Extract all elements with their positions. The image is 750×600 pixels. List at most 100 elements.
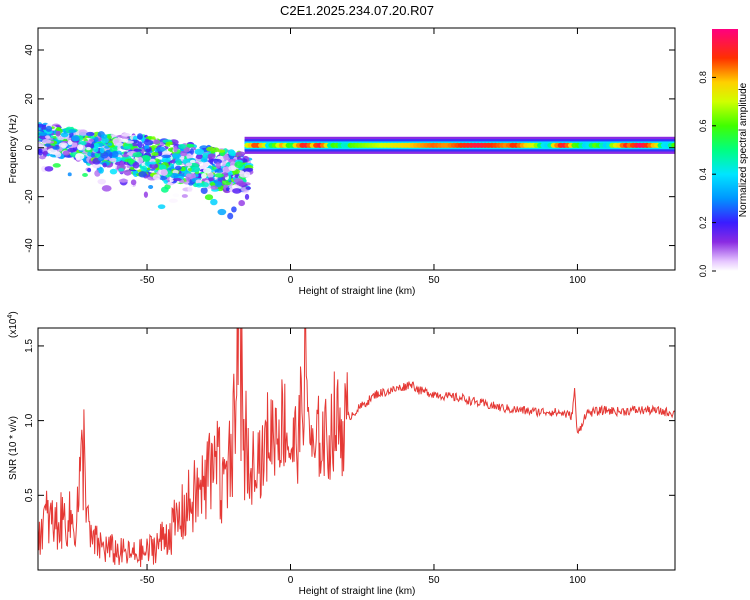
spectrogram-blob [171, 184, 181, 190]
spectrogram-blob [214, 173, 225, 178]
spectrogram-blob [235, 151, 246, 157]
spectrogram-blob [228, 150, 236, 156]
snr-multiplier-label: (x104) [7, 311, 19, 338]
spectrogram-blob [175, 160, 183, 166]
spectrogram-blob [215, 181, 222, 188]
bottom-y-tick-label: 1.5 [24, 339, 35, 353]
top-x-tick-label: 100 [569, 275, 586, 286]
snr-marks [38, 328, 675, 568]
spectrogram-blob [194, 148, 205, 155]
spectrogram-blob [189, 148, 195, 155]
spectrogram-blob [107, 142, 113, 147]
spectrogram-blob [244, 167, 254, 172]
top-x-ticks: -50 0 50 100 [140, 28, 586, 286]
spectrogram-blob [204, 194, 214, 201]
spectrogram-blob [101, 134, 108, 139]
spectrogram-panel: -50 0 50 100 40 20 0 -20 -40 Height of straight… [8, 27, 676, 297]
spectrogram-blob [123, 169, 132, 176]
colorbar-tick-label: 0.6 [698, 120, 708, 133]
spectrogram-blob [86, 146, 91, 151]
bottom-y-ticks: 1.5 1.0 0.5 [24, 339, 675, 502]
spectrogram-blob [101, 137, 109, 144]
spectrogram-blob [132, 161, 140, 169]
spectrogram-blob [153, 139, 161, 145]
colorbar-ticks: 0.0 0.2 0.4 0.6 0.8 [698, 71, 716, 277]
spectrogram-blob [39, 155, 46, 160]
spectrogram-blob [149, 161, 157, 165]
colorbar-gradient [712, 29, 738, 271]
spectrogram-blob [77, 144, 84, 151]
top-y-tick-label: -40 [24, 238, 35, 253]
top-x-tick-label: -50 [140, 275, 155, 286]
spectrogram-blob [137, 141, 143, 149]
spectrogram-blob [123, 145, 131, 150]
spectrogram-blob [149, 163, 159, 169]
spectrogram-blob [225, 187, 230, 192]
spectrogram-blob [140, 154, 151, 162]
spectrogram-blob [238, 200, 246, 207]
spectrogram-blob [148, 184, 154, 189]
spectrogram-blob [57, 136, 65, 141]
spectrogram-blob [203, 167, 212, 174]
spectrogram-blob [87, 151, 92, 157]
spectrogram-blob [169, 172, 180, 179]
spectrogram-blob [41, 139, 52, 144]
spectrogram-blob [44, 135, 51, 139]
spectrogram-blob [109, 157, 117, 162]
top-x-tick-label: 0 [288, 275, 294, 286]
spectrogram-blob [217, 149, 226, 153]
spectrogram-blob [181, 194, 188, 198]
snr-frame [37, 327, 676, 571]
spectrogram-blob [232, 188, 242, 194]
spectrogram-blob [200, 181, 209, 188]
spectrogram-blob [100, 151, 109, 159]
spectrogram-blob [171, 152, 182, 159]
spectrogram-blob [118, 178, 129, 183]
spectrogram-blob [210, 185, 219, 190]
spectrogram-blob [161, 156, 171, 163]
spectrogram-blob [38, 135, 48, 140]
spectrogram-blob [172, 193, 180, 198]
spectrogram-blob [145, 148, 151, 153]
bottom-x-tick-label: 50 [428, 575, 440, 586]
spectrogram-blob [207, 153, 216, 159]
spectrogram-marks [38, 122, 675, 220]
top-y-tick-label: 40 [24, 44, 35, 56]
spectrogram-blob [132, 152, 143, 158]
spectrogram-blob [42, 150, 49, 155]
spectrogram-blob [160, 169, 168, 176]
spectrogram-blob [191, 166, 201, 173]
spectrogram-blob [228, 165, 237, 172]
spectrogram-blob [122, 154, 129, 158]
spectrogram-blob [215, 162, 221, 169]
spectrogram-blob [62, 150, 70, 156]
spectrogram-blob [82, 173, 88, 177]
spectrogram-blob [102, 162, 107, 168]
spectrogram-blob [38, 148, 43, 154]
spectrogram-blob [189, 159, 196, 164]
spectrogram-blob [156, 146, 166, 152]
multiplier-close: ) [8, 311, 19, 314]
spectrogram-blob [130, 179, 137, 186]
spectrogram-blob [55, 127, 62, 132]
spectrogram-blob [67, 139, 73, 146]
spectrogram-blob [61, 168, 66, 172]
spectrogram-blob [245, 186, 251, 190]
top-x-tick-label: 50 [428, 275, 440, 286]
spectrogram-blob [210, 198, 218, 206]
top-y-tick-label: 20 [24, 93, 35, 105]
spectrogram-blob [161, 154, 172, 159]
spectrogram-blob [197, 173, 203, 179]
spectrogram-blob [224, 156, 230, 161]
spectrogram-blob [86, 131, 95, 137]
spectrogram-blob [72, 147, 78, 151]
spectrogram-blob [140, 148, 145, 154]
colorbar: 0.0 0.2 0.4 0.6 0.8 Normalized spectral ampl… [698, 29, 749, 277]
bottom-x-axis-label: Height of straight line (km) [299, 586, 416, 597]
spectrogram-blob [234, 161, 244, 169]
spectrogram-blob [152, 174, 161, 181]
spectrogram-blob [71, 141, 78, 148]
spectrogram-blob [55, 130, 61, 137]
spectrogram-blob [38, 132, 48, 136]
spectrogram-blob [55, 151, 62, 158]
